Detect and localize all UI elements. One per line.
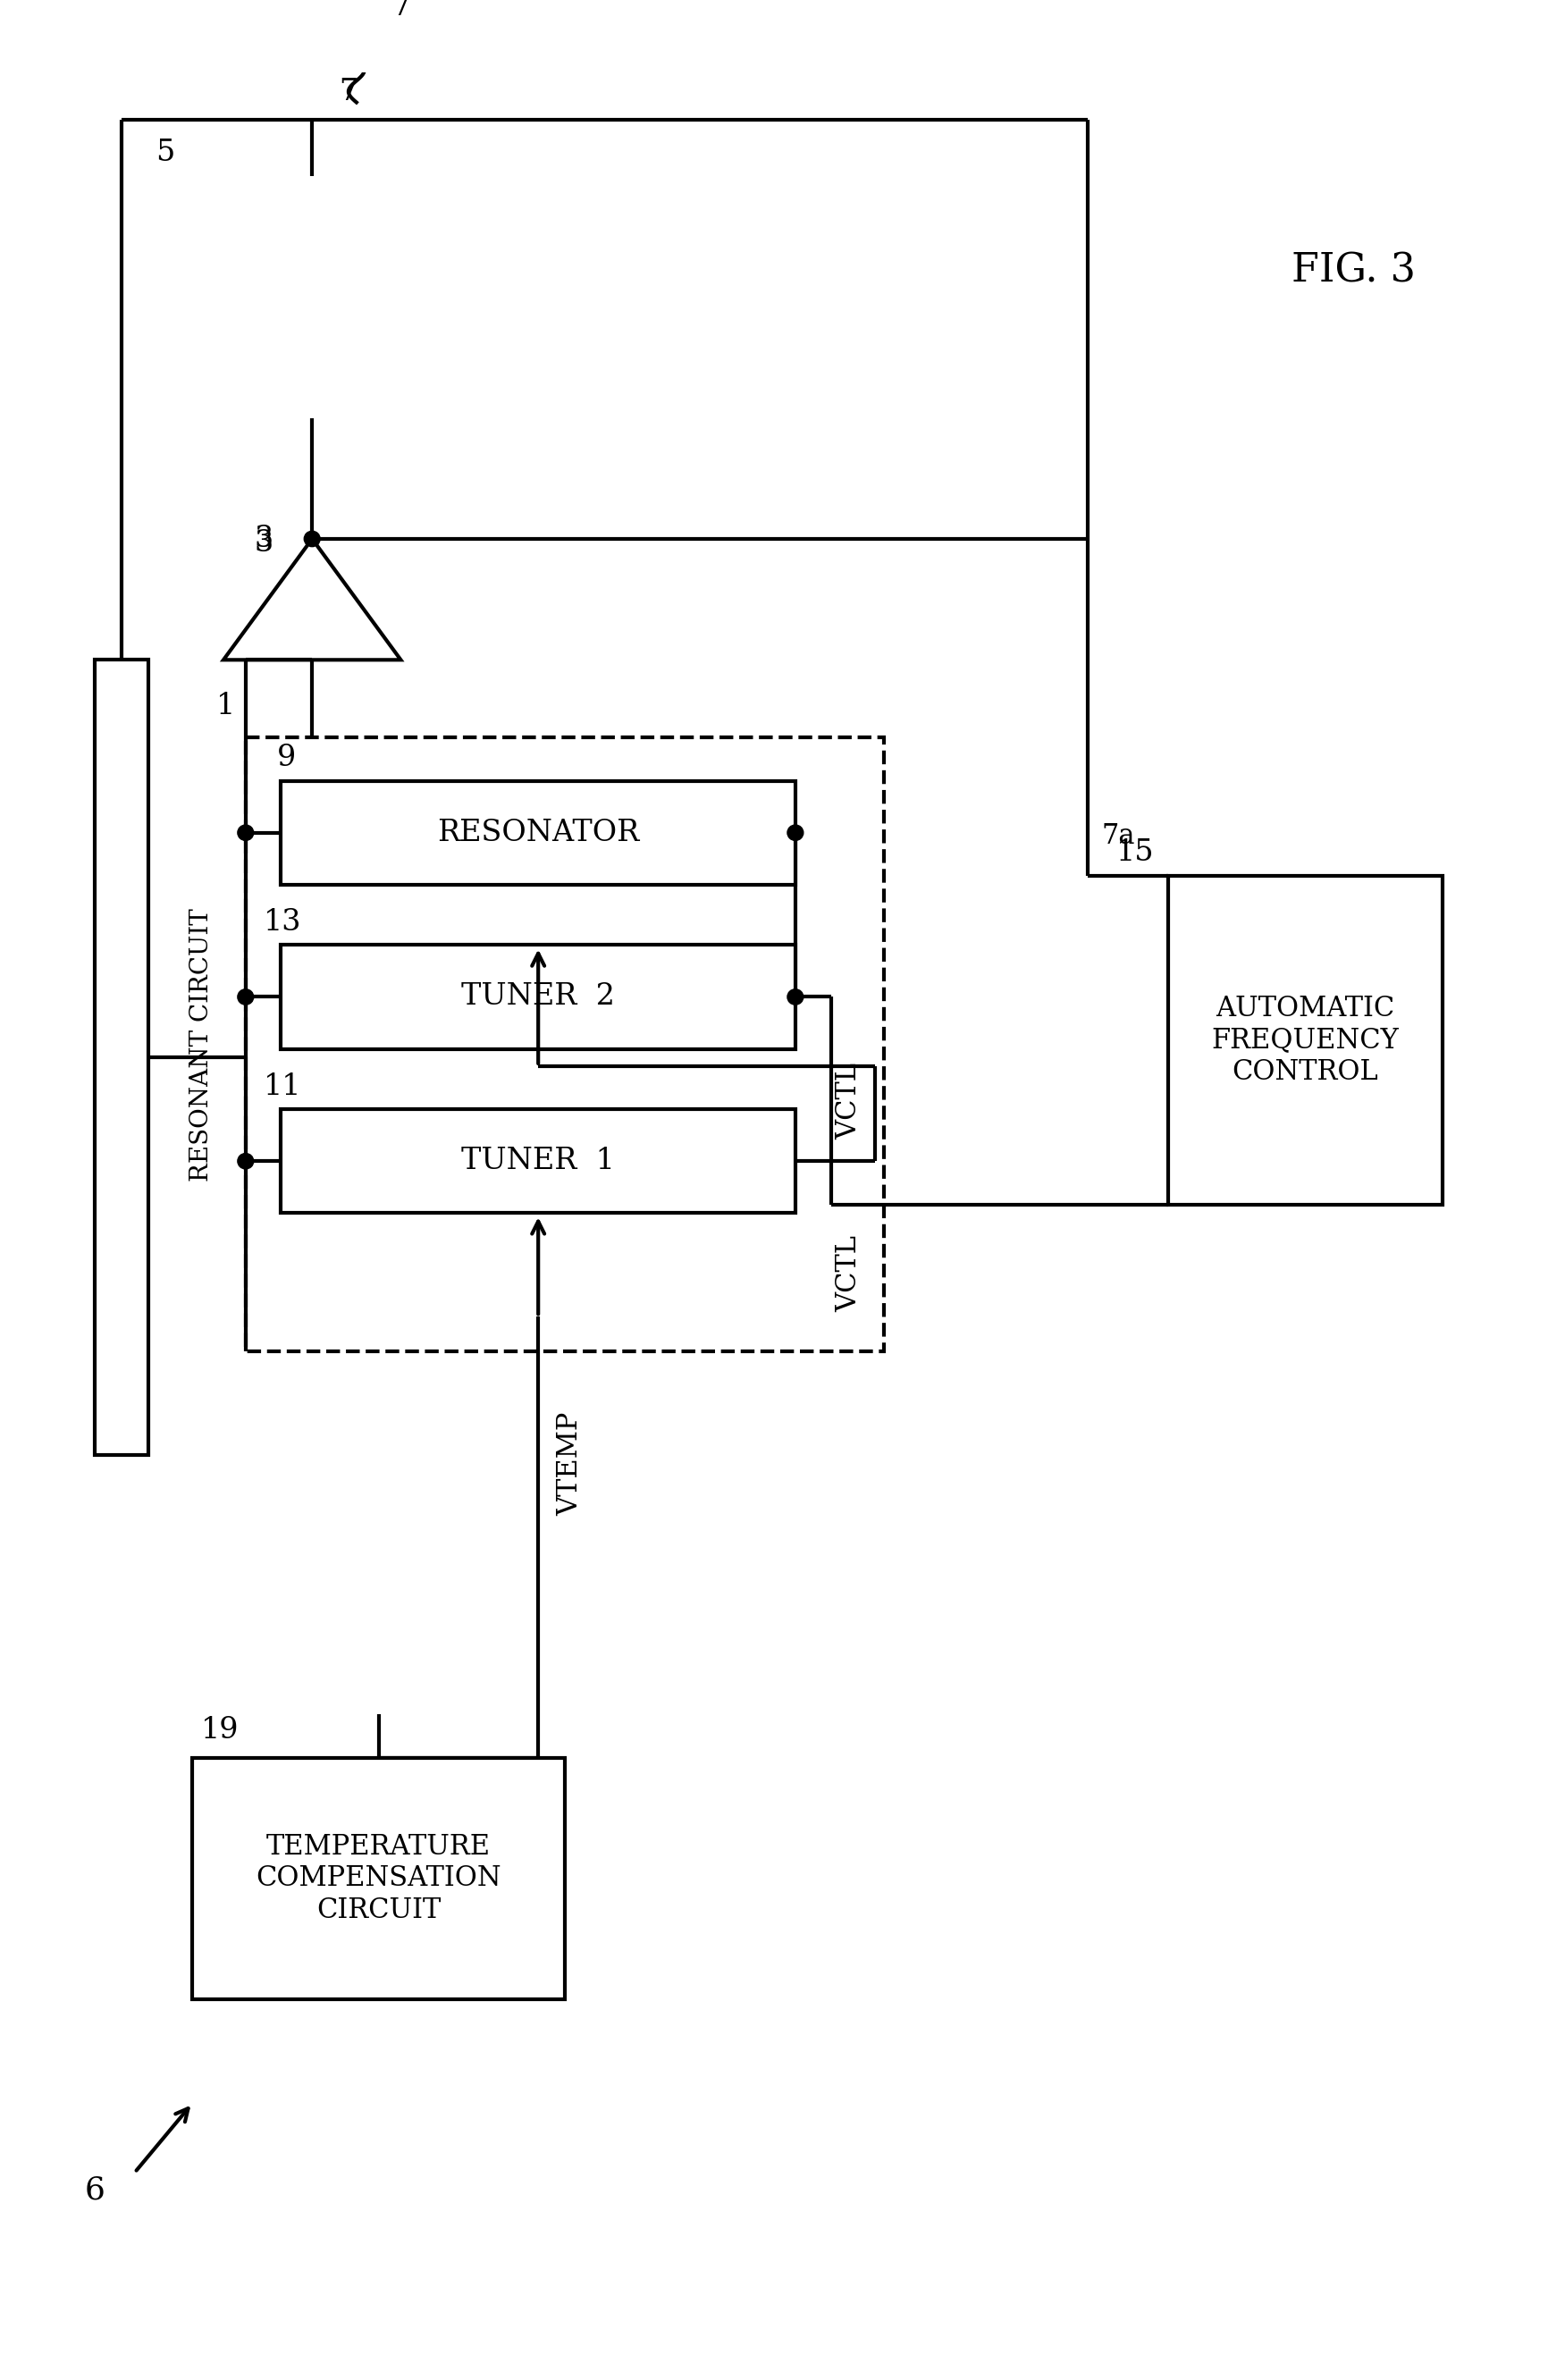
Bar (282, 945, 795, 1050)
Circle shape (238, 826, 254, 840)
Text: RESONATOR: RESONATOR (437, 819, 640, 847)
Text: 9: 9 (277, 743, 296, 771)
Text: AUTOMATIC
FREQUENCY
CONTROL: AUTOMATIC FREQUENCY CONTROL (1211, 995, 1399, 1085)
Text: 13: 13 (263, 907, 302, 935)
Text: FIG. 3: FIG. 3 (1291, 252, 1416, 290)
Text: 7: 7 (391, 0, 410, 21)
Text: 19: 19 (202, 1716, 239, 1745)
Text: TUNER  1: TUNER 1 (462, 1147, 615, 1176)
Text: TEMPERATURE
COMPENSATION
CIRCUIT: TEMPERATURE COMPENSATION CIRCUIT (257, 1833, 501, 1925)
Circle shape (238, 1154, 254, 1169)
Text: 1: 1 (216, 693, 235, 721)
Bar (192, 1756, 565, 1999)
Text: 3: 3 (254, 524, 272, 552)
Circle shape (304, 531, 321, 547)
Text: VTEMP: VTEMP (556, 1411, 584, 1516)
Bar (95, 659, 149, 1454)
Text: 6: 6 (85, 2175, 105, 2204)
Text: 5: 5 (155, 138, 175, 167)
Text: 11: 11 (263, 1071, 302, 1100)
Text: 7: 7 (338, 79, 357, 107)
Circle shape (238, 990, 254, 1004)
Text: VCTL: VCTL (834, 1061, 862, 1140)
Circle shape (787, 990, 803, 1004)
Bar (282, 1109, 795, 1214)
Text: VCTL: VCTL (834, 1235, 862, 1311)
Text: RESONANT CIRCUIT: RESONANT CIRCUIT (189, 907, 213, 1180)
Bar (1167, 876, 1443, 1204)
Circle shape (787, 826, 803, 840)
Text: TUNER  2: TUNER 2 (462, 983, 615, 1012)
Bar (282, 781, 795, 885)
Bar (246, 738, 884, 1352)
Text: 3: 3 (254, 528, 272, 557)
Text: 15: 15 (1116, 838, 1155, 866)
Text: 7a: 7a (1102, 823, 1135, 850)
